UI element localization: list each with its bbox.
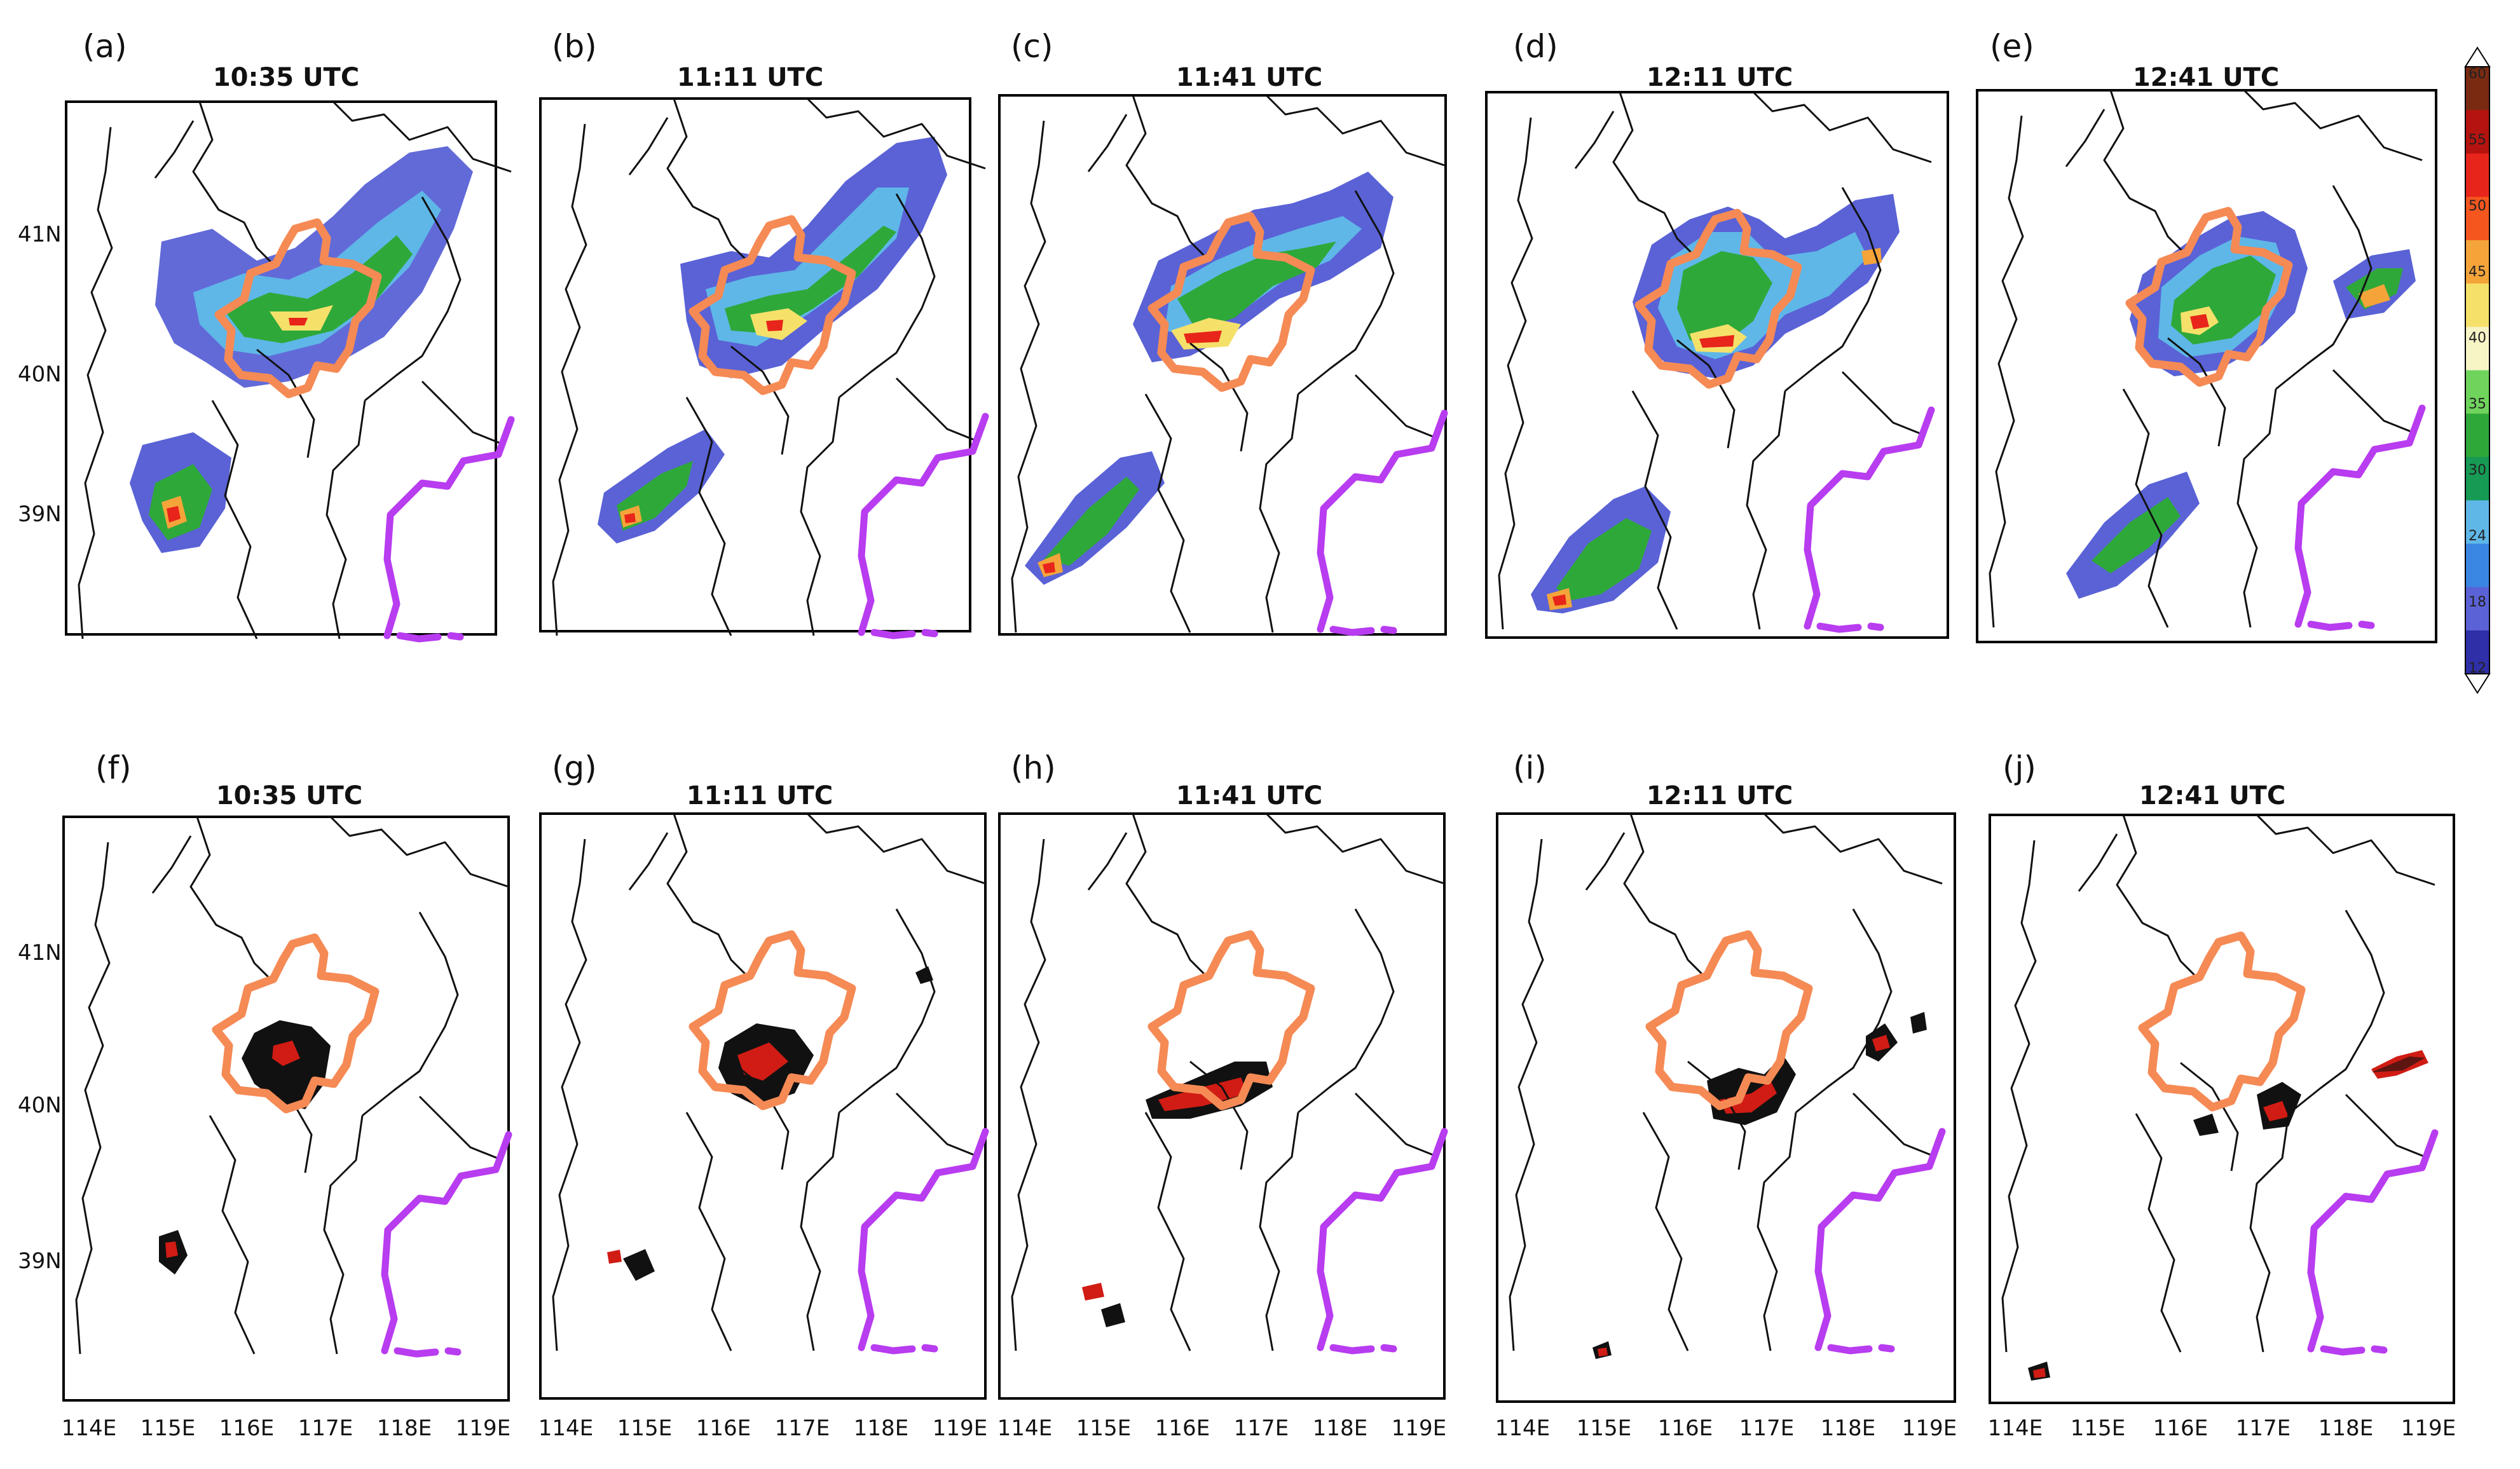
panel-time-title: 11:41 UTC	[1176, 63, 1322, 92]
colorbar: 60 55 50 45 40 35 30 24 18 12	[2464, 46, 2491, 694]
lon-tick-label: 119E	[456, 1416, 510, 1441]
colorbar-tick-label: 45	[2469, 264, 2486, 280]
panel-c: (c) 11:41 UTC	[998, 28, 1446, 634]
panel-time-title: 10:35 UTC	[213, 63, 359, 92]
colorbar-segment	[2465, 284, 2489, 328]
panel-letter: (a)	[83, 28, 127, 65]
panel-h: (h) 11:41 UTC	[998, 749, 1444, 1400]
colorbar-segment	[2465, 153, 2489, 198]
lon-tick-label: 118E	[377, 1416, 432, 1441]
panel-time-title: 12:41 UTC	[2139, 781, 2285, 810]
panel-letter: (e)	[1990, 28, 2034, 65]
lat-label-40n: 40N	[18, 362, 62, 387]
colorbar-segment	[2465, 110, 2489, 154]
lon-tick-label: 118E	[2318, 1416, 2373, 1441]
panel-g: (g) 11:11 UTC	[539, 749, 985, 1400]
lon-tick-label: 116E	[1658, 1416, 1713, 1441]
lat-label-41n: 41N	[18, 940, 62, 966]
colorbar-segment	[2465, 456, 2489, 502]
lon-tick-label: 116E	[1155, 1416, 1210, 1441]
map-frame	[1989, 814, 2455, 1404]
colorbar-segment	[2465, 500, 2489, 545]
panel-f: (f) 10:35 UTC	[62, 749, 509, 1402]
panel-time-title: 12:41 UTC	[2133, 63, 2279, 92]
colorbar-segment	[2465, 630, 2489, 674]
panel-time-title: 11:11 UTC	[687, 781, 833, 810]
colorbar-tick-label: 18	[2469, 594, 2486, 610]
panel-letter: (c)	[1011, 28, 1053, 65]
colorbar-tick-label: 24	[2469, 528, 2486, 544]
lon-tick-label: 119E	[933, 1416, 987, 1441]
colorbar-segment	[2465, 543, 2489, 588]
panel-letter: (i)	[1513, 749, 1547, 786]
panel-time-title: 10:35 UTC	[216, 781, 362, 810]
lon-tick-label: 119E	[1902, 1416, 1957, 1441]
lon-tick-label: 119E	[1392, 1416, 1446, 1441]
lon-tick-label: 116E	[696, 1416, 751, 1441]
lon-tick-label: 114E	[62, 1416, 116, 1441]
lat-label-40n: 40N	[18, 1093, 62, 1118]
panel-j: (j) 12:41 UTC	[1989, 749, 2455, 1404]
lon-tick-label: 116E	[219, 1416, 274, 1441]
colorbar-tick-label: 55	[2469, 132, 2486, 148]
lon-tick-label: 116E	[2153, 1416, 2208, 1441]
lon-tick-label: 118E	[1313, 1416, 1367, 1441]
panel-time-title: 11:41 UTC	[1176, 781, 1322, 810]
panel-time-title: 12:11 UTC	[1647, 781, 1793, 810]
colorbar-tick-label: 35	[2469, 396, 2486, 412]
colorbar-bottom-arrow	[2464, 673, 2491, 694]
colorbar-tick-label: 40	[2469, 331, 2486, 346]
longitude-labels: 114E 115E 116E 117E 118E 119E 114E 115E 116E 117E…	[62, 1416, 2456, 1441]
colorbar-top-arrow	[2464, 46, 2491, 67]
panel-d: (d) 12:11 UTC	[1485, 28, 1949, 639]
panel-time-title: 12:11 UTC	[1647, 63, 1793, 92]
panel-letter: (d)	[1513, 28, 1558, 65]
lon-tick-label: 114E	[538, 1416, 593, 1441]
lon-tick-label: 117E	[1739, 1416, 1794, 1441]
panel-e: (e) 12:41 UTC	[1976, 28, 2437, 643]
lon-tick-label: 117E	[298, 1416, 353, 1441]
lat-label-39n: 39N	[18, 1248, 62, 1274]
lon-tick-label: 114E	[997, 1416, 1052, 1441]
lon-tick-label: 115E	[1076, 1416, 1131, 1441]
lat-label-39n: 39N	[18, 502, 62, 527]
map-frame	[1496, 812, 1956, 1403]
panel-time-title: 11:11 UTC	[677, 63, 823, 92]
colorbar-segment	[2465, 196, 2489, 241]
panel-letter: (h)	[1011, 749, 1056, 786]
panel-letter: (b)	[552, 28, 597, 65]
colorbar-tick-label: 50	[2469, 198, 2486, 214]
colorbar-segment	[2465, 413, 2489, 458]
panel-a: (a) 10:35 UTC	[65, 28, 511, 639]
colorbar-tick-label: 12	[2469, 660, 2486, 676]
lon-tick-label: 118E	[1821, 1416, 1875, 1441]
lon-tick-label: 119E	[2401, 1416, 2456, 1441]
colorbar-segment	[2465, 587, 2489, 631]
colorbar-tick-label: 30	[2469, 462, 2486, 478]
lon-tick-label: 115E	[140, 1416, 195, 1441]
lon-tick-label: 117E	[2236, 1416, 2291, 1441]
lon-tick-label: 117E	[1234, 1416, 1289, 1441]
colorbar-segment	[2465, 327, 2489, 371]
colorbar-tick-label: 60	[2469, 66, 2486, 82]
panel-letter: (j)	[2003, 749, 2036, 786]
colorbar-segment	[2465, 240, 2489, 285]
lon-tick-label: 114E	[1988, 1416, 2043, 1441]
lon-tick-label: 115E	[617, 1416, 672, 1441]
panel-letter: (f)	[95, 749, 132, 786]
panel-b: (b) 11:11 UTC	[539, 28, 985, 636]
lon-tick-label: 115E	[1577, 1416, 1631, 1441]
colorbar-segment	[2465, 370, 2489, 414]
colorbar-segment	[2465, 67, 2489, 111]
panel-i: (i) 12:11 UTC	[1496, 749, 1956, 1403]
panel-letter: (g)	[552, 749, 597, 786]
lon-tick-label: 118E	[854, 1416, 908, 1441]
lon-tick-label: 114E	[1495, 1416, 1550, 1441]
lat-label-41n: 41N	[18, 222, 62, 247]
lon-tick-label: 117E	[775, 1416, 830, 1441]
lon-tick-label: 115E	[2071, 1416, 2125, 1441]
